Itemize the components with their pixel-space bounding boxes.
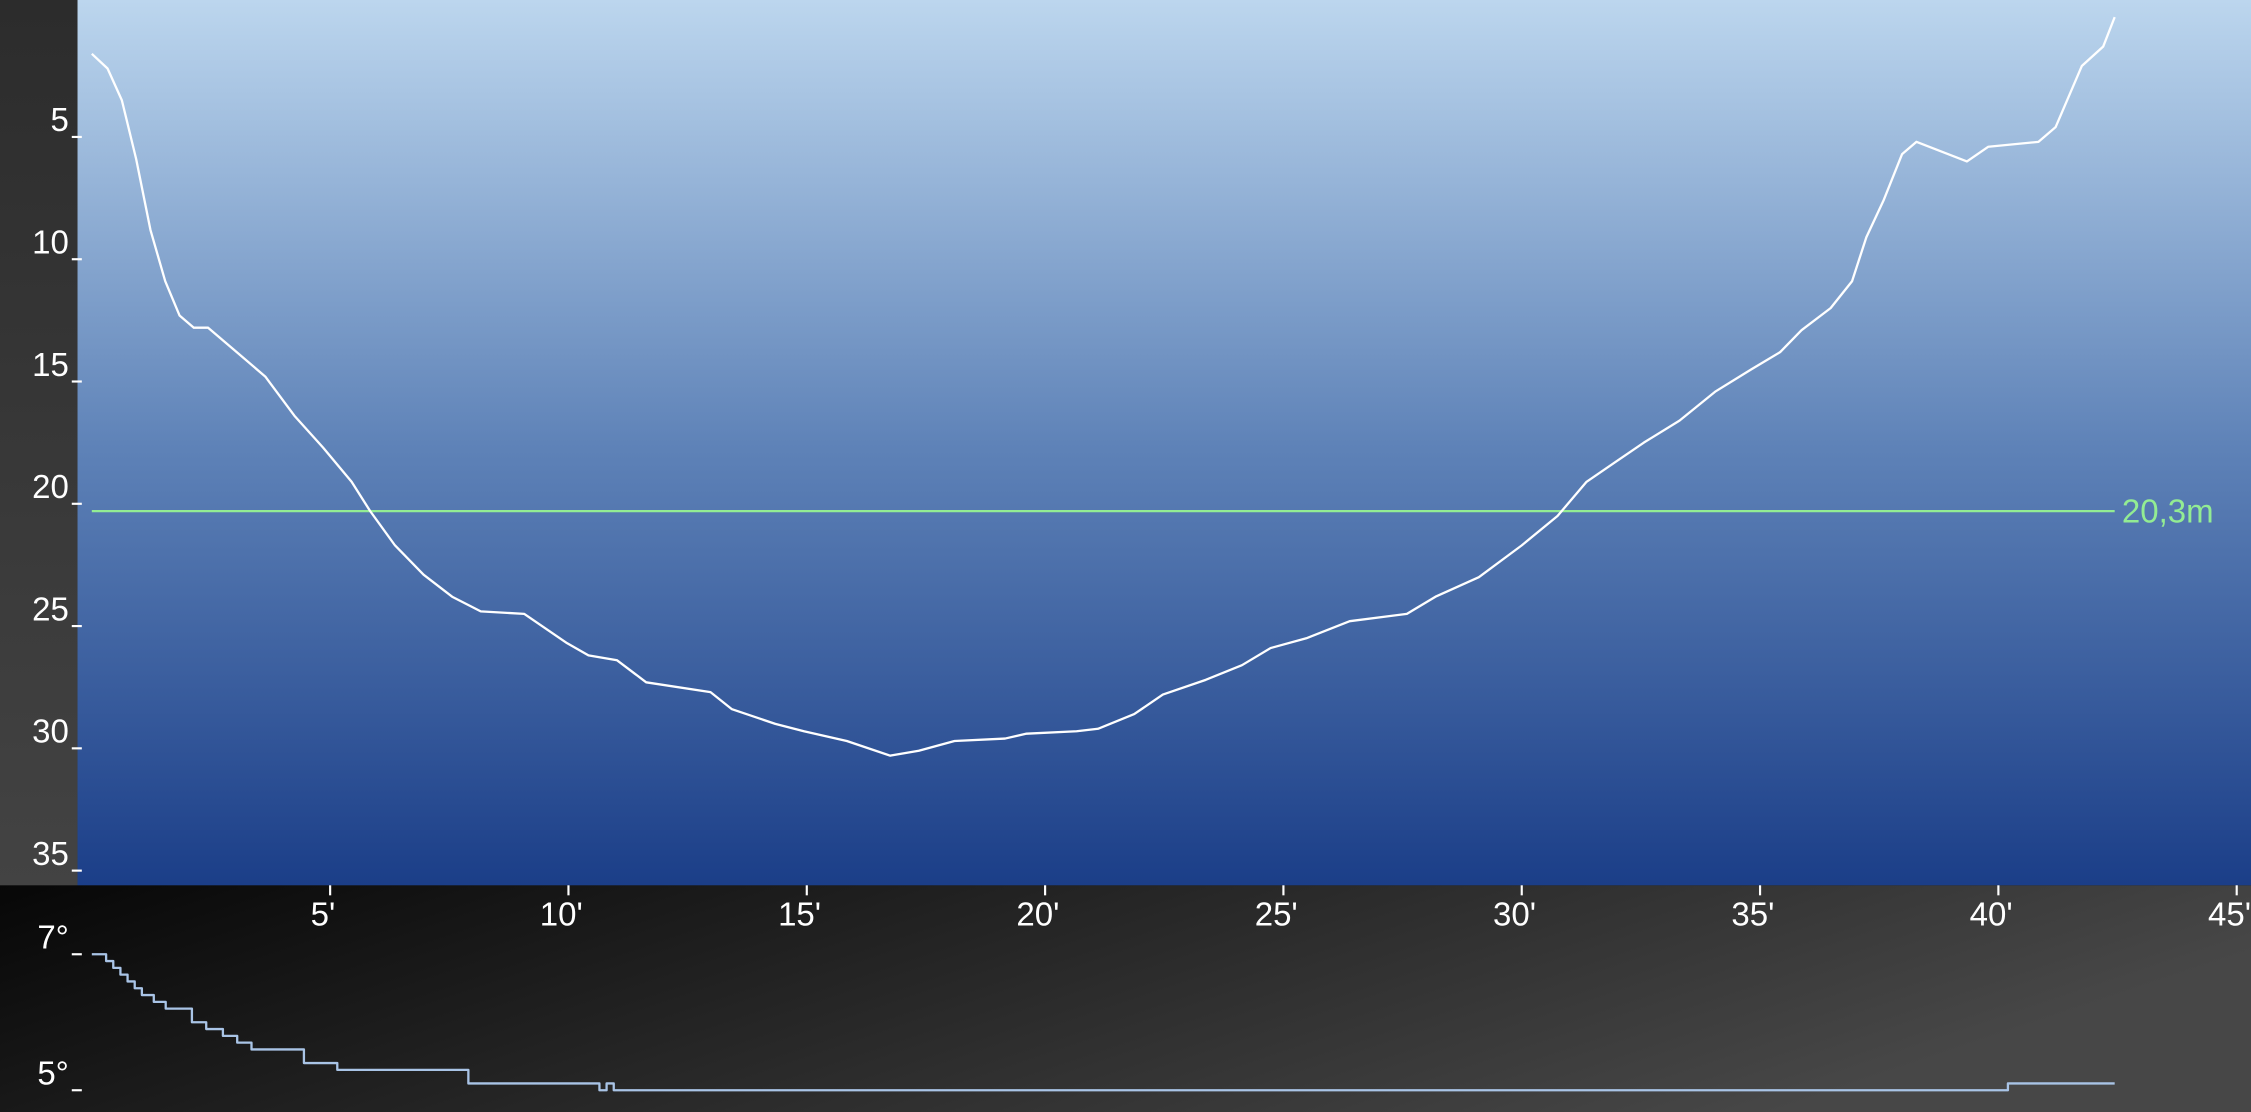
x-tick-label: 30' xyxy=(1493,895,1536,932)
y-tick-label: 5 xyxy=(51,101,69,138)
y-tick-label: 15 xyxy=(32,346,69,383)
y-tick-label: 25 xyxy=(32,590,69,627)
x-tick-label: 15' xyxy=(778,895,821,932)
y-tick-label: 10 xyxy=(32,223,69,260)
x-tick-label: 45' xyxy=(2208,895,2251,932)
data-line xyxy=(91,953,2115,1092)
x-tick-label: 25' xyxy=(1255,895,1298,932)
y-tick-label: 35 xyxy=(32,835,69,872)
reference-label: 20,3m xyxy=(2122,493,2214,530)
y-tick-label: 20 xyxy=(32,468,69,505)
x-tick-label: 20' xyxy=(1016,895,1059,932)
depth-plot-background xyxy=(77,0,2251,886)
y-tick-label: 7° xyxy=(37,919,69,956)
data-line xyxy=(91,16,2116,757)
depth-axis-background xyxy=(0,0,78,886)
x-tick-label: 5' xyxy=(311,895,336,932)
x-tick-label: 35' xyxy=(1731,895,1774,932)
y-tick-label: 30 xyxy=(32,713,69,750)
y-tick-label: 5° xyxy=(37,1055,69,1092)
x-tick-label: 40' xyxy=(1970,895,2013,932)
temperature-background xyxy=(0,885,2251,1112)
x-tick-label: 10' xyxy=(540,895,583,932)
